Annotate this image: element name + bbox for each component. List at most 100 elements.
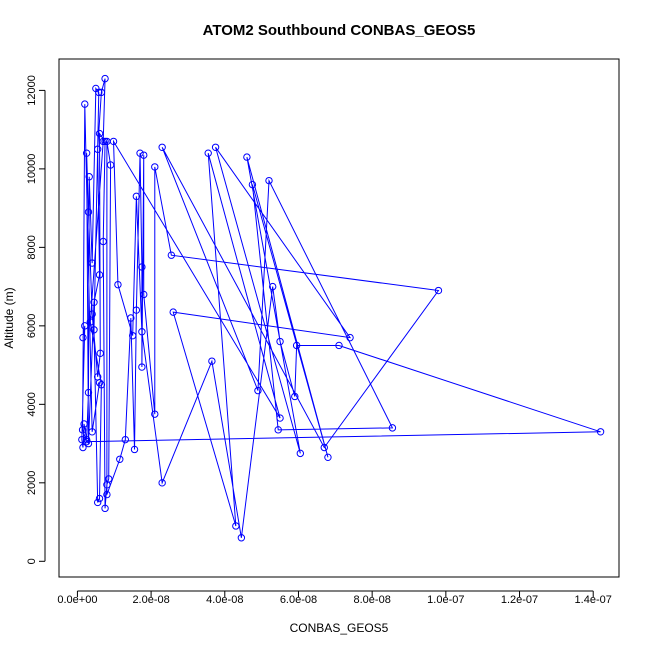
- data-point: [596, 428, 605, 436]
- data-point: [93, 145, 102, 153]
- data-point: [81, 100, 89, 108]
- data-point: [81, 322, 89, 330]
- data-point: [88, 310, 96, 318]
- series-line: [81, 78, 601, 538]
- x-tick-label: 8.0e-08: [354, 594, 391, 606]
- data-point: [88, 428, 96, 436]
- data-point: [151, 410, 159, 418]
- data-point: [78, 435, 86, 444]
- data-point: [84, 208, 93, 216]
- y-axis-label: Altitude (m): [2, 287, 16, 348]
- x-tick-label: 6.0e-08: [280, 594, 317, 606]
- data-point: [291, 392, 299, 401]
- data-point: [105, 475, 113, 483]
- data-point: [324, 453, 332, 462]
- data-point: [388, 424, 397, 432]
- data-point: [101, 74, 109, 83]
- data-point: [82, 149, 91, 157]
- data-point: [109, 137, 118, 146]
- x-axis-label: CONBAS_GEOS5: [290, 621, 389, 635]
- data-point: [96, 349, 104, 358]
- y-tick-label: 10000: [26, 154, 38, 185]
- data-point: [85, 173, 93, 181]
- data-point: [204, 149, 212, 157]
- data-point: [79, 443, 87, 452]
- data-point: [82, 435, 91, 444]
- data-point: [88, 259, 96, 267]
- data-point: [248, 180, 257, 189]
- data-point: [95, 379, 104, 387]
- y-tick-label: 12000: [26, 75, 38, 106]
- data-point: [296, 449, 305, 458]
- data-point: [276, 414, 284, 422]
- data-point: [78, 426, 87, 434]
- y-tick-label: 8000: [26, 235, 38, 259]
- data-point: [237, 534, 246, 542]
- data-point: [130, 445, 139, 454]
- data-point: [138, 363, 146, 371]
- data-point: [132, 306, 141, 314]
- data-point: [90, 298, 98, 307]
- data-point: [140, 151, 148, 159]
- chart-title: ATOM2 Southbound CONBAS_GEOS5: [203, 22, 476, 39]
- data-point: [95, 494, 104, 503]
- data-point: [95, 271, 104, 279]
- data-point: [116, 455, 124, 463]
- data-point: [169, 308, 177, 316]
- data-point: [265, 176, 273, 185]
- data-point: [136, 149, 144, 157]
- data-point: [254, 386, 262, 395]
- data-point: [95, 129, 104, 138]
- data-point: [93, 498, 102, 507]
- data-point: [132, 192, 141, 201]
- data-point: [95, 88, 103, 97]
- data-point: [268, 282, 277, 291]
- x-tick-label: 4.0e-08: [206, 594, 243, 606]
- data-point: [434, 286, 443, 295]
- data-point: [101, 504, 109, 513]
- y-tick-label: 4000: [26, 392, 38, 416]
- x-tick-label: 2.0e-08: [132, 594, 169, 606]
- plot-frame: [58, 58, 620, 578]
- x-tick-label: 1.0e-07: [427, 594, 464, 606]
- data-point: [158, 143, 166, 151]
- y-axis: 0 2000 4000 6000 8000 10000 12000: [26, 75, 46, 564]
- data-point: [106, 161, 115, 169]
- data-point: [128, 331, 137, 340]
- data-point: [121, 435, 130, 444]
- data-point: [232, 522, 240, 530]
- series-layer: [78, 74, 605, 542]
- data-point: [103, 490, 111, 499]
- y-tick-label: 2000: [26, 471, 38, 495]
- data-point: [167, 251, 176, 259]
- data-point: [158, 479, 166, 487]
- data-point: [82, 437, 91, 446]
- data-point: [346, 333, 354, 342]
- data-point: [99, 237, 107, 246]
- data-point: [274, 426, 282, 434]
- y-tick-label: 6000: [26, 314, 38, 338]
- data-point: [97, 381, 106, 389]
- x-tick-label: 1.2e-07: [501, 594, 538, 606]
- data-point: [211, 143, 220, 151]
- data-point: [140, 290, 148, 299]
- data-point: [276, 337, 284, 346]
- data-point: [86, 318, 95, 326]
- data-point: [335, 341, 343, 350]
- data-point: [292, 341, 301, 350]
- data-point: [114, 280, 122, 289]
- data-point: [208, 357, 216, 365]
- data-point: [243, 153, 251, 161]
- data-point: [151, 163, 159, 171]
- data-point: [79, 333, 87, 342]
- data-point: [138, 328, 146, 336]
- data-point: [84, 439, 93, 448]
- y-tick-label: 0: [26, 558, 38, 564]
- data-point: [138, 263, 146, 271]
- data-point: [84, 388, 93, 397]
- data-point: [90, 326, 98, 334]
- data-point: [320, 443, 328, 452]
- x-tick-label: 1.4e-07: [575, 594, 612, 606]
- x-tick-label: 0.0e+00: [57, 594, 97, 606]
